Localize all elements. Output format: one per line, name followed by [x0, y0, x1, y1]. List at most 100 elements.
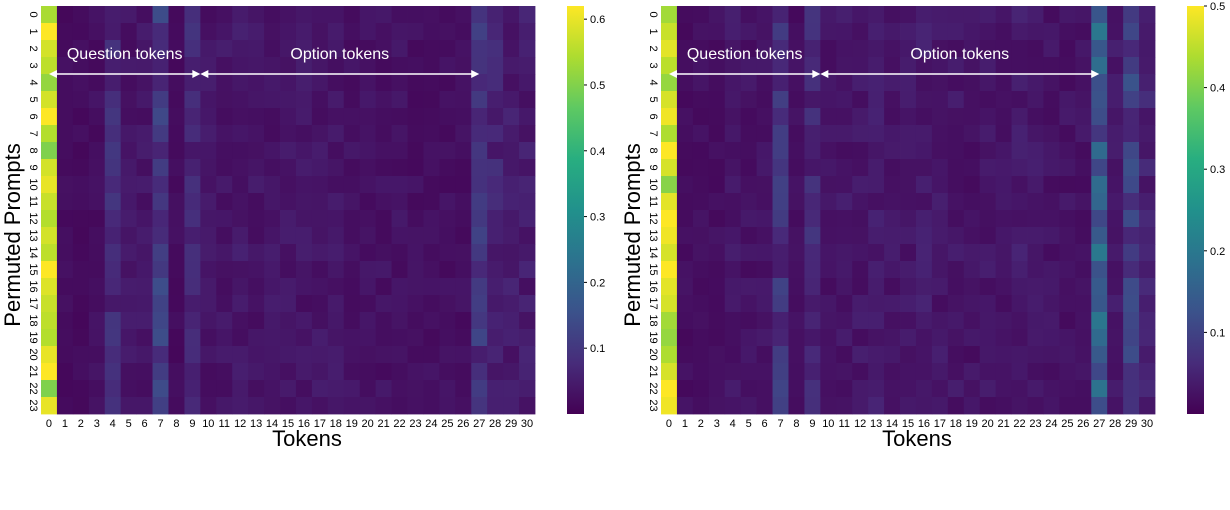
- heatmap-cell: [931, 278, 949, 296]
- heatmap-cell: [327, 380, 345, 398]
- heatmap-cell: [915, 397, 933, 415]
- heatmap-cell: [756, 210, 773, 228]
- heatmap-cell: [519, 23, 536, 41]
- heatmap-cell: [788, 210, 805, 228]
- heatmap-cell: [661, 142, 678, 160]
- heatmap-cell: [487, 91, 504, 109]
- heatmap-cell: [327, 176, 345, 194]
- heatmap-cell: [407, 329, 424, 347]
- heatmap-cell: [836, 329, 853, 347]
- heatmap-cell: [692, 57, 710, 75]
- heatmap-cell: [327, 261, 345, 279]
- x-tick-label: 11: [839, 418, 850, 430]
- heatmap-cell: [756, 176, 773, 194]
- heatmap-cell: [788, 312, 805, 330]
- x-tick-label: 21: [997, 418, 1009, 430]
- heatmap-cell: [311, 397, 329, 415]
- heatmap-cell: [995, 176, 1012, 194]
- annotation-label: Option tokens: [290, 46, 389, 63]
- heatmap-cell: [72, 295, 90, 313]
- heatmap-cell: [232, 346, 249, 364]
- heatmap-cell: [1027, 312, 1044, 330]
- heatmap-cell: [1027, 40, 1044, 58]
- x-tick-label: 7: [157, 418, 163, 430]
- heatmap-cell: [455, 278, 472, 296]
- heatmap-cell: [820, 125, 837, 143]
- heatmap-cell: [868, 244, 885, 262]
- heatmap-cell: [72, 244, 90, 262]
- heatmap-cell: [407, 295, 424, 313]
- heatmap-cell: [900, 329, 917, 347]
- x-tick-label: 14: [266, 418, 278, 430]
- heatmap-cell: [136, 227, 153, 245]
- heatmap-cell: [455, 363, 472, 381]
- x-tick-label: 10: [822, 418, 834, 430]
- heatmap-cell: [200, 210, 217, 228]
- heatmap-cell: [724, 278, 742, 296]
- heatmap-cell: [1059, 244, 1076, 262]
- heatmap-cell: [1011, 380, 1028, 398]
- y-tick-label: 23: [647, 399, 659, 411]
- heatmap-cell: [471, 363, 488, 381]
- heatmap-cell: [136, 380, 153, 398]
- heatmap-cell: [676, 346, 694, 364]
- heatmap-cell: [1091, 176, 1108, 194]
- heatmap-cell: [264, 329, 281, 347]
- heatmap-cell: [391, 227, 408, 245]
- heatmap-cell: [264, 397, 281, 415]
- heatmap-cell: [88, 40, 106, 58]
- heatmap-cell: [503, 227, 520, 245]
- heatmap-cell: [72, 6, 90, 24]
- heatmap-cell: [391, 397, 408, 415]
- heatmap-cell: [280, 142, 297, 160]
- heatmap-cell: [1027, 227, 1044, 245]
- heatmap-cell: [1107, 142, 1124, 160]
- heatmap-cell: [232, 261, 249, 279]
- heatmap-cell: [216, 380, 233, 398]
- heatmap-cell: [724, 380, 742, 398]
- heatmap-cell: [280, 23, 297, 41]
- heatmap-cell: [1091, 363, 1108, 381]
- heatmap-cell: [852, 6, 869, 24]
- heatmap-cell: [676, 6, 694, 24]
- heatmap-cell: [264, 23, 281, 41]
- heatmap-cell: [455, 176, 472, 194]
- heatmap-cell: [136, 159, 153, 177]
- heatmap-cell: [852, 125, 869, 143]
- heatmap-cell: [1011, 261, 1028, 279]
- heatmap-cell: [1027, 278, 1044, 296]
- heatmap-cell: [915, 142, 933, 160]
- heatmap-cell: [884, 244, 901, 262]
- heatmap-cell: [692, 125, 710, 143]
- y-tick-label: 20: [27, 348, 39, 360]
- heatmap-cell: [519, 74, 536, 92]
- heatmap-cell: [1059, 142, 1076, 160]
- heatmap-cell: [804, 159, 821, 177]
- heatmap-cell: [740, 108, 758, 126]
- heatmap-cell: [88, 346, 106, 364]
- heatmap-cell: [788, 363, 805, 381]
- heatmap-cell: [519, 6, 536, 24]
- heatmap-cell: [1027, 244, 1044, 262]
- heatmap-cell: [375, 346, 392, 364]
- heatmap-cell: [1139, 176, 1156, 194]
- heatmap-cell: [295, 176, 313, 194]
- heatmap-cell: [995, 244, 1012, 262]
- heatmap-cell: [915, 363, 933, 381]
- heatmap-cell: [280, 210, 297, 228]
- heatmap-cell: [168, 244, 185, 262]
- heatmap-cell: [184, 176, 201, 194]
- x-tick-label: 27: [473, 418, 485, 430]
- heatmap-cell: [359, 329, 377, 347]
- heatmap-cell: [1027, 176, 1044, 194]
- heatmap-cell: [1107, 346, 1124, 364]
- heatmap-cell: [248, 295, 265, 313]
- heatmap-cell: [120, 295, 138, 313]
- heatmap-cell: [519, 278, 536, 296]
- colorbar-tick-label: 0.5: [590, 80, 605, 92]
- heatmap-cell: [104, 108, 122, 126]
- heatmap-cell: [391, 380, 408, 398]
- heatmap-cell: [788, 57, 805, 75]
- heatmap-cell: [788, 346, 805, 364]
